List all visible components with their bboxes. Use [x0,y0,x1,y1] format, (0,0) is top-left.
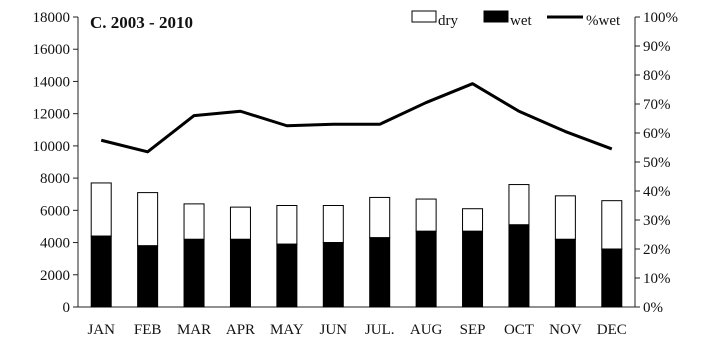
y-left-tick-label: 16000 [33,42,71,58]
y-left-tick-label: 8000 [40,171,70,187]
bar-wet [137,245,159,308]
line-pct-wet [100,82,613,154]
bar-wet [322,242,344,308]
x-tick-label: APR [226,322,255,338]
y-left-tick-label: 6000 [40,203,70,219]
bar-wet [415,230,437,308]
x-tick-label: DEC [597,322,627,338]
bar-dry [554,195,576,240]
y-left-tick-label: 2000 [40,268,70,284]
legend-swatch-wet [483,10,509,23]
bar-wet [462,230,484,308]
x-tick-label: OCT [504,322,534,338]
x-tick-label: AUG [410,322,443,338]
legend-label-pct-wet: %wet [586,13,621,29]
legend-label-dry: dry [438,13,458,29]
y-left-tick-label: 12000 [33,107,71,123]
y-right-tick-label: 30% [643,213,671,229]
y-right-tick-label: 40% [643,184,671,200]
legend: dry wet %wet [411,10,621,29]
bar-wet [276,243,298,308]
bar-dry [183,203,205,240]
x-tick-label: JUN [320,322,348,338]
bar-dry [229,206,251,240]
y-right-tick-label: 80% [643,68,671,84]
x-tick-label: SEP [460,322,486,338]
bar-dry [322,205,344,244]
y-right-tick-label: 70% [643,97,671,113]
y-right-tick-label: 60% [643,126,671,142]
bar-dry [415,198,437,232]
x-tick-label: JAN [87,322,115,338]
y-right-tick-label: 0% [643,300,663,316]
chart-title: C. 2003 - 2010 [90,13,193,32]
bar-dry [276,205,298,245]
bar-wet [554,238,576,308]
y-right-tick-label: 100% [643,10,678,26]
y-left-tick-label: 14000 [33,74,71,90]
y-left-tick-label: 4000 [40,236,70,252]
y-right-tick-label: 20% [643,242,671,258]
bar-dry [90,182,112,237]
x-tick-label: NOV [549,322,582,338]
legend-label-wet: wet [510,13,532,29]
x-tick-label: MAR [177,322,211,338]
bar-dry [137,192,159,247]
bar-wet [90,235,112,308]
bar-wet [601,248,623,308]
x-tick-label: JUL. [365,322,395,338]
bar-dry [508,184,530,226]
y-right-tick-label: 90% [643,39,671,55]
bar-wet [369,237,391,308]
y-left-tick-label: 10000 [33,139,71,155]
plot-area: 0 2000 4000 6000 8000 10000 12000 14000 16000 180… [33,10,679,338]
x-tick-label: MAY [270,322,304,338]
bar-dry [369,196,391,239]
y-left-tick-label: 18000 [33,10,71,26]
bar-dry [601,200,623,250]
bar-wet [508,224,530,308]
x-tick-label: FEB [134,322,162,338]
legend-swatch-dry [411,10,437,23]
bar-wet [229,238,251,308]
y-right-tick-label: 50% [643,155,671,171]
bar-wet [183,238,205,308]
y-left-tick-label: 0 [63,300,71,316]
bar-dry [462,208,484,232]
y-right-tick-label: 10% [643,271,671,287]
